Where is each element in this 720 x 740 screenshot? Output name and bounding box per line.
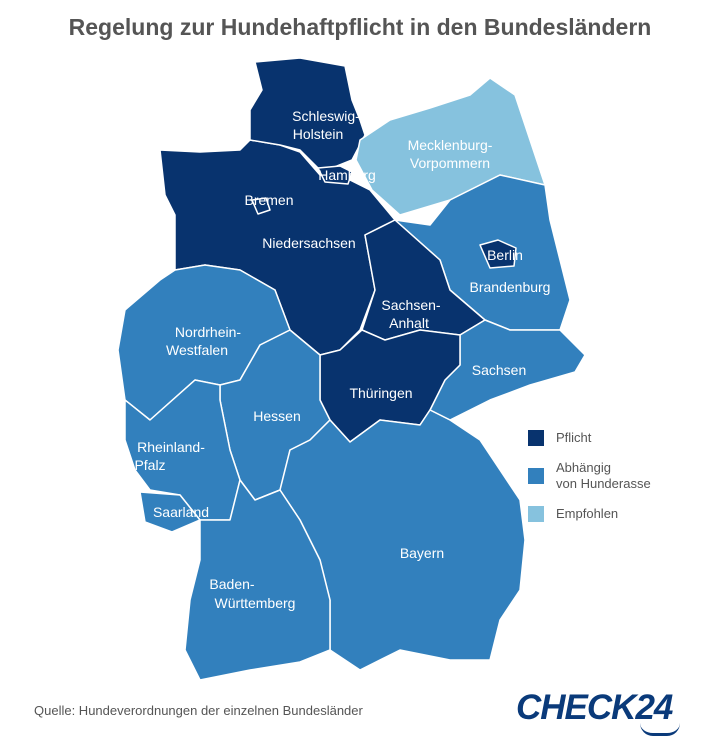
- source-note: Quelle: Hundeverordnungen der einzelnen …: [34, 703, 363, 718]
- label-bremen: Bremen: [244, 192, 293, 208]
- legend-swatch: [528, 506, 544, 522]
- state-hamburg[interactable]: [317, 165, 353, 185]
- legend-label: Abhängig: [556, 460, 611, 475]
- label-niedersachsen: Niedersachsen: [262, 235, 355, 251]
- state-bremen[interactable]: [251, 197, 271, 215]
- label-bayern: Bayern: [400, 545, 444, 561]
- label-sachsen: Sachsen: [472, 362, 526, 378]
- legend-label: Pflicht: [556, 430, 592, 445]
- legend-item-empfohlen: Empfohlen: [528, 506, 651, 522]
- state-baden-wuerttemberg[interactable]: [184, 479, 331, 681]
- label-rheinland-pfalz-2: Pfalz: [134, 457, 165, 473]
- legend-swatch: [528, 430, 544, 446]
- label-baden-wuerttemberg-2: Württemberg: [215, 595, 296, 611]
- label-saarland: Saarland: [153, 504, 209, 520]
- label-rheinland-pfalz: Rheinland-: [137, 439, 205, 455]
- state-berlin[interactable]: [479, 239, 517, 269]
- label-schleswig-holstein: Schleswig-: [292, 108, 360, 124]
- legend-label: Empfohlen: [556, 506, 619, 521]
- legend-item-abhaengig: Abhängig von Hunderasse: [528, 460, 651, 492]
- label-baden-wuerttemberg: Baden-: [209, 576, 254, 592]
- legend: Pflicht Abhängig von Hunderasse Empfohlen: [528, 430, 651, 536]
- label-hessen: Hessen: [253, 408, 300, 424]
- legend-label-2: von Hunderasse: [556, 476, 651, 491]
- legend-item-pflicht: Pflicht: [528, 430, 651, 446]
- label-schleswig-holstein-2: Holstein: [293, 126, 344, 142]
- label-brandenburg: Brandenburg: [470, 279, 551, 295]
- label-hamburg: Hamburg: [318, 167, 376, 183]
- label-mecklenburg-vorpommern-2: Vorpommern: [410, 155, 490, 171]
- logo-smile-icon: [640, 723, 680, 736]
- map-title: Regelung zur Hundehaftpflicht in den Bun…: [68, 14, 652, 40]
- label-berlin: Berlin: [487, 247, 523, 263]
- label-sachsen-anhalt-2: Anhalt: [389, 315, 429, 331]
- label-nordrhein-westfalen-2: Westfalen: [166, 342, 228, 358]
- label-mecklenburg-vorpommern: Mecklenburg-: [408, 137, 493, 153]
- state-mecklenburg-vorpommern[interactable]: [355, 77, 546, 216]
- label-thueringen: Thüringen: [349, 385, 412, 401]
- label-sachsen-anhalt: Sachsen-: [381, 297, 440, 313]
- legend-swatch: [528, 468, 544, 484]
- state-saarland[interactable]: [139, 491, 201, 533]
- label-nordrhein-westfalen: Nordrhein-: [175, 324, 241, 340]
- check24-logo: CHECK24: [516, 688, 673, 727]
